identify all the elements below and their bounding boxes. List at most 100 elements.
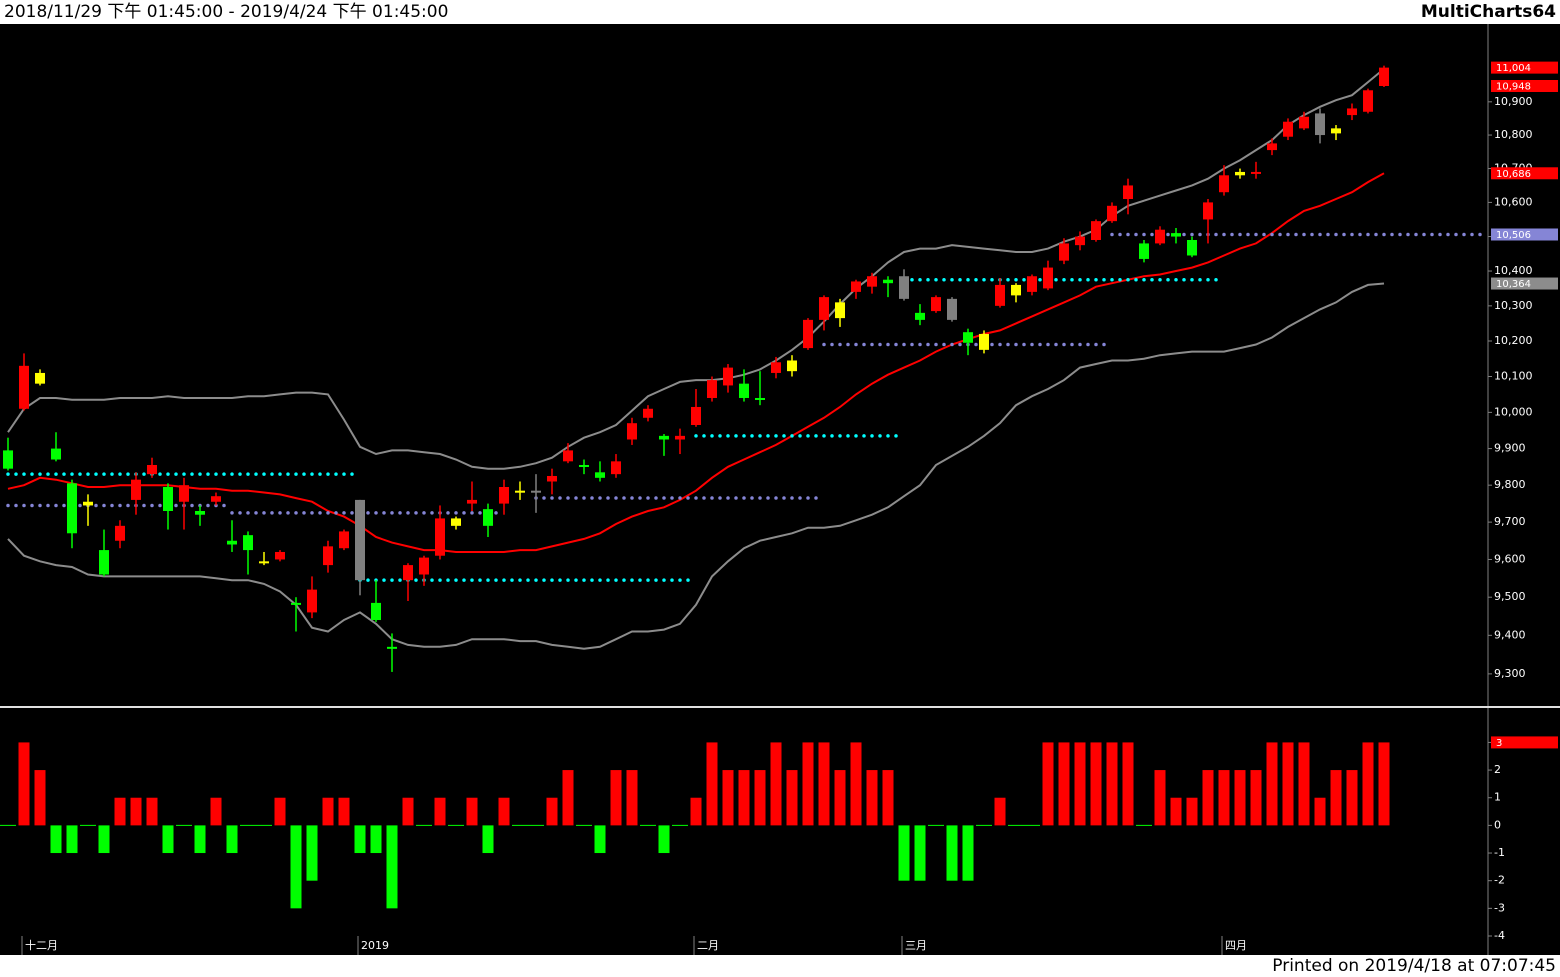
candle-body: [1379, 67, 1389, 86]
candle-body: [467, 499, 477, 504]
indicator-bar: [1186, 797, 1198, 826]
band-line: [7, 68, 1385, 470]
price-tag: [1491, 79, 1558, 92]
indicator-bar: [290, 825, 302, 909]
candle-body: [579, 464, 589, 467]
y-tick-label: 9,400: [1494, 628, 1526, 641]
y-tick-label: 9,500: [1494, 590, 1526, 603]
candle-body: [515, 490, 525, 493]
x-tick-label: 二月: [697, 939, 719, 952]
indicator-bar: [1058, 742, 1070, 826]
candle-body: [83, 501, 93, 506]
indicator-bar: [1378, 742, 1390, 826]
candle-body: [243, 535, 253, 551]
candle-body: [1107, 205, 1117, 222]
candle-body: [1203, 202, 1213, 220]
indicator-bar: [1234, 770, 1246, 826]
candle-body: [947, 298, 957, 320]
candle-body: [851, 281, 861, 292]
indicator-bar: [306, 825, 318, 881]
indicator-bar: [722, 770, 734, 826]
candle-body: [659, 435, 669, 440]
y-tick-label: 9,300: [1494, 667, 1526, 680]
candle-body: [787, 360, 797, 372]
candle-body: [1219, 175, 1229, 193]
candle-body: [419, 557, 429, 575]
band-line: [7, 282, 1385, 650]
candle-body: [3, 450, 13, 469]
indicator-bar: [738, 770, 750, 826]
indicator-bar: [818, 742, 830, 826]
candle-body: [451, 518, 461, 526]
indicator-bar: [498, 797, 510, 826]
indicator-bar: [1170, 797, 1182, 826]
date-range: 2018/11/29 下午 01:45:00 - 2019/4/24 下午 01…: [4, 2, 448, 22]
indicator-bar: [882, 770, 894, 826]
indicator-bar: [770, 742, 782, 826]
candle-body: [163, 487, 173, 511]
candle-body: [1331, 128, 1341, 134]
candle-body: [963, 332, 973, 343]
candle-body: [1283, 121, 1293, 137]
candle-body: [1123, 185, 1133, 200]
indicator-tag-label: 3: [1496, 738, 1502, 749]
candle-body: [403, 565, 413, 581]
candle-body: [1235, 171, 1245, 176]
indicator-bar: [546, 797, 558, 826]
indicator-bar: [322, 797, 334, 826]
candle-body: [323, 546, 333, 566]
candle-body: [883, 279, 893, 284]
candle-body: [355, 499, 365, 581]
candle-body: [1091, 221, 1101, 240]
candle-body: [835, 302, 845, 319]
candle-body: [547, 475, 557, 482]
price-tag-label: 10,686: [1496, 169, 1531, 180]
price-tag-label: 10,948: [1496, 81, 1531, 92]
indicator-bar: [1282, 742, 1294, 826]
y-tick-label: 9,800: [1494, 478, 1526, 491]
indicator-bar: [1250, 770, 1262, 826]
indicator-bar: [1218, 770, 1230, 826]
candle-body: [723, 367, 733, 386]
indicator-bar: [50, 825, 62, 854]
candle-body: [611, 461, 621, 475]
candle-body: [707, 380, 717, 398]
indicator-bar: [946, 825, 958, 881]
candle-body: [387, 646, 397, 649]
x-tick-label: 四月: [1225, 939, 1247, 952]
indicator-bar: [594, 825, 606, 854]
candle-body: [627, 423, 637, 440]
candle-body: [179, 485, 189, 502]
candle-body: [339, 531, 349, 549]
candle-body: [803, 319, 813, 349]
indicator-bar: [914, 825, 926, 881]
indicator-bar: [994, 797, 1006, 826]
y-tick-label: 10,900: [1494, 95, 1533, 108]
indicator-bar: [338, 797, 350, 826]
y2-tick-label: -3: [1494, 901, 1505, 914]
indicator-bar: [482, 825, 494, 854]
price-tag: [1491, 61, 1558, 74]
indicator-bar: [18, 742, 30, 826]
indicator-bar: [690, 797, 702, 826]
y2-tick-label: -1: [1494, 846, 1505, 859]
x-tick-label: 2019: [361, 939, 389, 952]
indicator-bar: [1074, 742, 1086, 826]
candle-body: [1267, 143, 1277, 151]
price-tag-label: 10,506: [1496, 230, 1531, 241]
price-tag: [1491, 277, 1558, 290]
indicator-bar: [434, 797, 446, 826]
price-tag: [1491, 167, 1558, 180]
price-tag: [1491, 228, 1558, 241]
indicator-bar: [402, 797, 414, 826]
candle-body: [147, 464, 157, 475]
candle-body: [227, 540, 237, 545]
candle-body: [755, 397, 765, 400]
candle-body: [691, 406, 701, 426]
candle-body: [99, 550, 109, 575]
indicator-bar: [354, 825, 366, 854]
candle-body: [1251, 171, 1261, 174]
y-tick-label: 9,600: [1494, 552, 1526, 565]
price-tag-label: 11,004: [1496, 63, 1531, 74]
